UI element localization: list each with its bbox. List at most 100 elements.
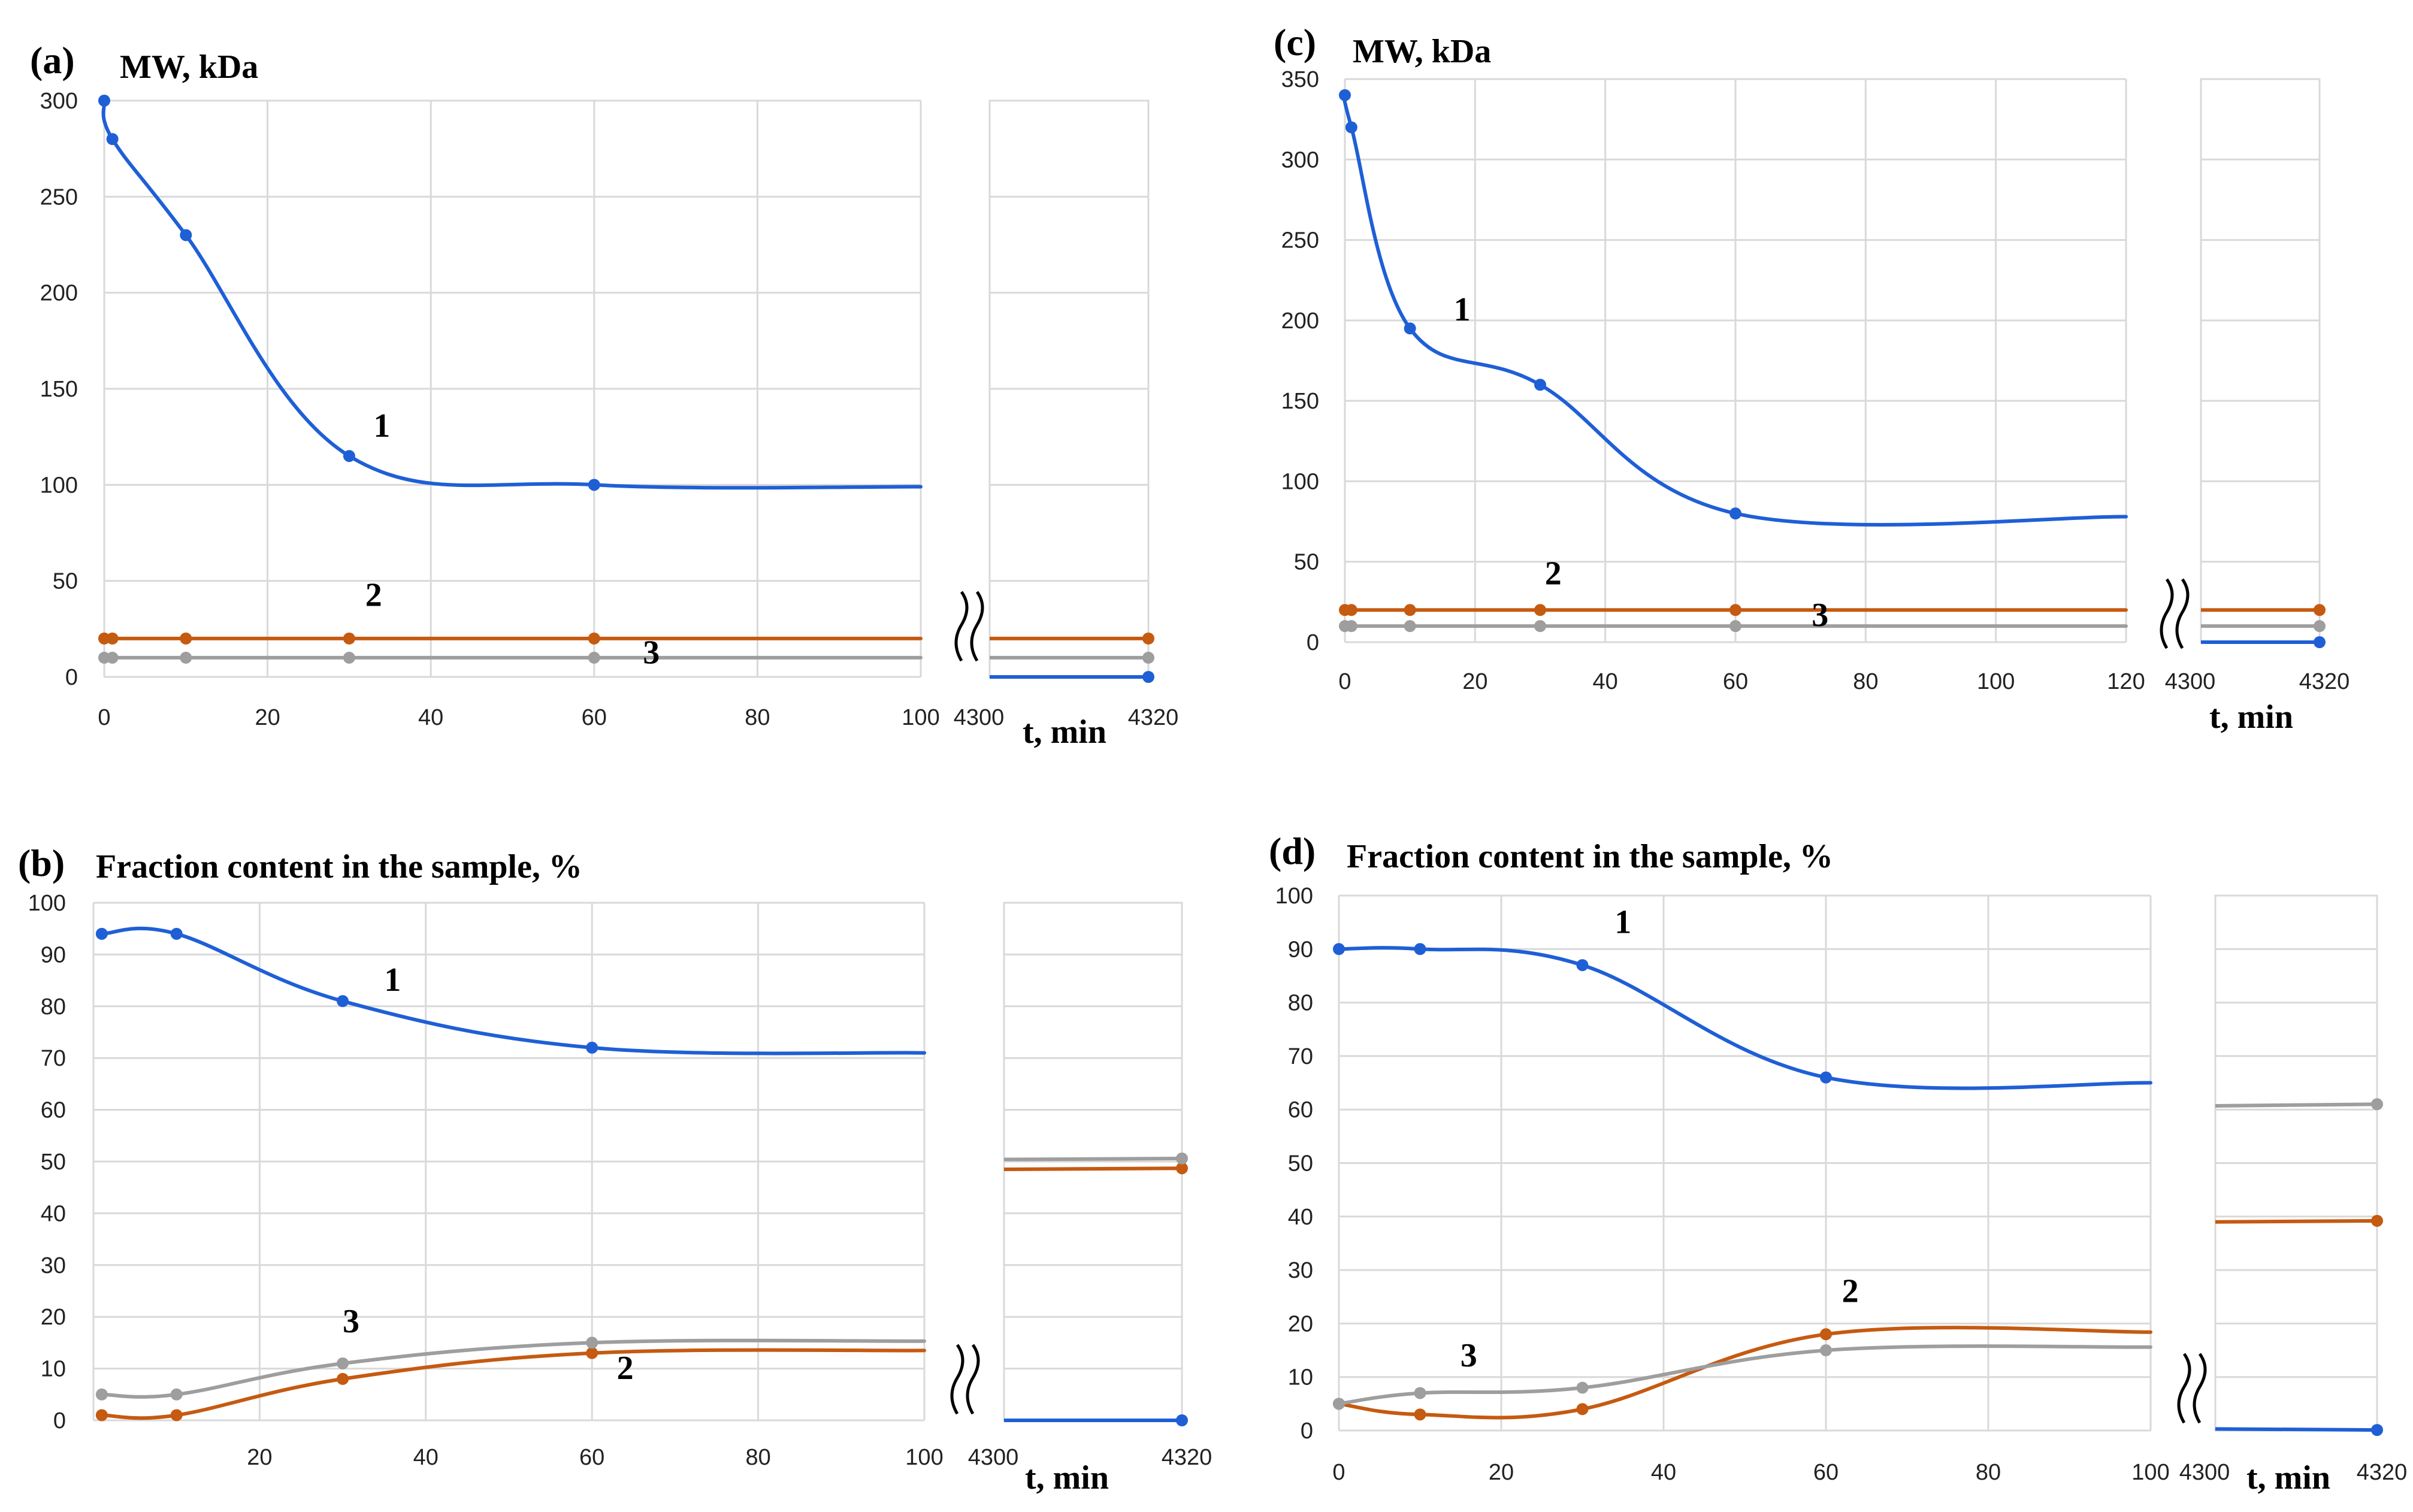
series-3-marker — [1534, 620, 1546, 633]
series-label: 2 — [1842, 1273, 1859, 1310]
series-1-marker — [1414, 943, 1426, 955]
y-tick-label: 10 — [41, 1357, 66, 1382]
y-tick-label: 100 — [40, 473, 78, 498]
y-tick-label: 100 — [1281, 469, 1319, 494]
y-tick-label: 50 — [1288, 1151, 1313, 1177]
series-2-marker — [106, 632, 119, 645]
series-3-break-marker — [1142, 651, 1154, 664]
y-tick-label: 200 — [1281, 309, 1319, 334]
x-tick-label: 80 — [745, 705, 770, 730]
x-tick-label: 20 — [255, 705, 280, 730]
series-1-marker — [180, 229, 192, 241]
series-1-break-marker — [1176, 1414, 1188, 1426]
axis-break-mark — [950, 1344, 964, 1415]
x-tick-label: 100 — [2131, 1460, 2169, 1485]
y-tick-label: 100 — [1275, 884, 1313, 909]
y-tick-label: 50 — [1294, 550, 1319, 575]
series-1-break-marker — [2371, 1424, 2383, 1437]
y-tick-label: 250 — [40, 185, 78, 210]
y-tick-label: 300 — [40, 89, 78, 114]
series-2-marker — [1534, 604, 1546, 616]
y-tick-label: 0 — [1307, 630, 1319, 655]
x-tick-label: 80 — [745, 1445, 770, 1470]
series-3-marker — [1729, 620, 1741, 633]
series-2-marker — [180, 632, 192, 645]
series-label: 2 — [365, 576, 382, 613]
series-3-marker — [1404, 620, 1416, 633]
x-tick-label: 40 — [1651, 1460, 1676, 1485]
y-tick-label: 30 — [1288, 1258, 1313, 1283]
series-2-marker — [95, 1409, 108, 1422]
panel-letter: (c) — [1274, 21, 1316, 63]
axis-break-mark — [2175, 578, 2190, 649]
series-label: 1 — [1454, 291, 1471, 328]
series-1-marker — [1820, 1071, 1832, 1084]
series-3-break-line — [1003, 1156, 1183, 1162]
series-2-marker — [1576, 1403, 1589, 1416]
series-3-break-marker — [2371, 1098, 2383, 1111]
series-3-marker — [343, 651, 355, 664]
series-1-break-line — [2215, 1427, 2378, 1432]
x-tick-label: 40 — [413, 1445, 439, 1470]
y-tick-label: 250 — [1281, 228, 1319, 253]
series-1-marker — [95, 927, 108, 940]
axis-break-mark — [954, 591, 969, 662]
y-tick-label: 10 — [1288, 1365, 1313, 1390]
x-tick-label: 60 — [1813, 1460, 1839, 1485]
panel-letter: (b) — [18, 842, 65, 884]
y-tick-label: 90 — [1288, 937, 1313, 962]
panel-title: Fraction content in the sample, % — [96, 848, 582, 885]
series-label: 3 — [343, 1303, 359, 1340]
series-1-marker — [1333, 943, 1345, 955]
series-label: 1 — [373, 407, 390, 444]
series-1-line — [101, 99, 923, 490]
axis-break-mark — [2160, 578, 2174, 649]
x-axis-label: t, min — [1025, 1459, 1109, 1496]
series-3-marker — [106, 651, 119, 664]
y-tick-label: 50 — [53, 569, 78, 594]
y-tick-label: 0 — [65, 665, 78, 690]
series-label: 3 — [1460, 1337, 1477, 1374]
series-2-marker — [1404, 604, 1416, 616]
series-3-marker — [95, 1388, 108, 1401]
break-x-tick-label: 4300 — [968, 1445, 1019, 1470]
series-3-marker — [588, 651, 600, 664]
y-tick-label: 80 — [1288, 991, 1313, 1016]
series-4-break-marker — [1142, 671, 1154, 683]
x-tick-label: 40 — [418, 705, 443, 730]
chart-panel-a: 0 50 100 150 200 250 300 0 20 40 60 80 100 4300 4320 1 2… — [30, 39, 1178, 751]
axis-break-mark — [2177, 1353, 2191, 1424]
y-tick-label: 100 — [28, 891, 66, 916]
series-1-line — [99, 926, 926, 1056]
series-1-marker — [343, 450, 355, 462]
axis-break-mark — [970, 591, 984, 662]
series-3-marker — [1576, 1381, 1589, 1394]
y-tick-label: 150 — [40, 377, 78, 402]
series-1-marker — [98, 95, 110, 107]
x-tick-label: 20 — [1489, 1460, 1514, 1485]
x-axis-label: t, min — [2246, 1459, 2330, 1496]
y-tick-label: 0 — [53, 1408, 66, 1434]
series-3-break-line — [2215, 1102, 2378, 1108]
series-2-marker — [1345, 604, 1357, 616]
x-tick-label: 100 — [902, 705, 939, 730]
x-tick-label: 100 — [1977, 669, 2015, 694]
series-label: 2 — [617, 1350, 634, 1387]
series-1-marker — [1339, 89, 1351, 101]
y-tick-label: 40 — [1288, 1205, 1313, 1230]
series-label: 1 — [1614, 904, 1631, 941]
break-x-tick-label: 4320 — [1162, 1445, 1212, 1470]
y-tick-label: 90 — [41, 942, 66, 967]
break-x-tick-label: 4300 — [2165, 669, 2216, 694]
y-tick-label: 150 — [1281, 389, 1319, 414]
series-2-marker — [1820, 1328, 1832, 1341]
x-tick-label: 100 — [905, 1445, 943, 1470]
y-tick-label: 60 — [41, 1098, 66, 1123]
panel-letter: (a) — [30, 39, 75, 81]
series-2-break-line — [2215, 1218, 2378, 1224]
series-label: 3 — [643, 634, 660, 672]
series-1-break-marker — [2314, 636, 2326, 648]
series-2-marker — [170, 1409, 183, 1422]
series-label: 1 — [384, 961, 401, 999]
y-tick-label: 70 — [1288, 1044, 1313, 1069]
